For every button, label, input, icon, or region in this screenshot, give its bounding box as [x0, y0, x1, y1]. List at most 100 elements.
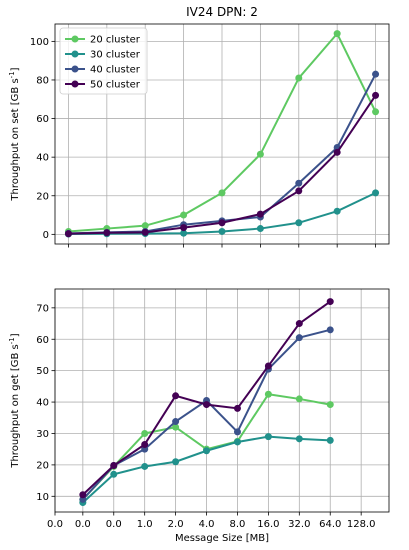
y-tick-label: 50	[36, 366, 49, 377]
legend-item: 50 cluster	[65, 80, 141, 91]
bottom-chart-get-throughput: 10 20 30 40 50 60 70 0.0 0.0 0.0 1.0 2.0 4.0 8.0 16.0 3…	[8, 288, 390, 544]
x-tick-label: 0.0	[106, 519, 122, 530]
data-point	[64, 230, 72, 238]
data-point	[264, 390, 272, 398]
data-point	[326, 298, 334, 306]
x-axis-label: Message Size [MB]	[175, 533, 269, 544]
y-tick-label: 60	[36, 335, 49, 346]
data-point	[180, 229, 188, 237]
legend-label: 30 cluster	[90, 50, 141, 61]
y-tick-label: 80	[36, 75, 49, 86]
legend-swatch-marker	[71, 35, 79, 43]
data-point	[203, 401, 211, 409]
legend-item: 20 cluster	[65, 35, 141, 46]
y-tick-label: 10	[36, 492, 49, 503]
y-tick-label: 20	[36, 191, 49, 202]
data-point	[180, 211, 188, 219]
x-tick-label: 0.0	[47, 519, 63, 530]
legend-label: 40 cluster	[90, 65, 141, 76]
legend-item: 30 cluster	[65, 50, 141, 61]
data-point	[295, 187, 303, 195]
x-tick-label: 128.0	[347, 519, 376, 530]
data-point	[333, 207, 341, 215]
data-point	[372, 189, 380, 197]
data-point	[218, 189, 226, 197]
data-point	[233, 438, 241, 446]
y-tick-label: 40	[36, 153, 49, 164]
data-point	[264, 433, 272, 441]
data-point	[110, 462, 118, 470]
data-point	[256, 210, 264, 218]
y-axis-label: Throughput on set [GB s-1]	[8, 67, 21, 201]
legend-label: 20 cluster	[90, 35, 141, 46]
data-point	[172, 418, 180, 426]
series-50-cluster	[64, 91, 380, 238]
data-point	[110, 470, 118, 478]
data-point	[372, 91, 380, 99]
data-point	[218, 227, 226, 235]
x-tick-label: 0.0	[75, 519, 91, 530]
legend: 20 cluster 30 cluster 40 cluster 50 cluster	[59, 27, 148, 95]
data-point	[233, 404, 241, 412]
data-point	[203, 447, 211, 455]
data-point	[326, 326, 334, 334]
data-point	[172, 423, 180, 431]
data-point	[295, 320, 303, 328]
data-point	[295, 219, 303, 227]
data-point	[295, 435, 303, 443]
x-tick-label: 32.0	[288, 519, 310, 530]
x-tick-label: 16.0	[257, 519, 279, 530]
x-tick-label: 8.0	[230, 519, 246, 530]
x-tick-label: 1.0	[137, 519, 153, 530]
legend-swatch-marker	[71, 50, 79, 58]
x-tick-label: 2.0	[168, 519, 184, 530]
data-point	[141, 429, 149, 437]
legend-swatch-marker	[71, 80, 79, 88]
data-point	[295, 395, 303, 403]
y-axis-label: Throughput on get [GB s-1]	[8, 333, 21, 468]
series-50-cluster	[79, 298, 334, 499]
data-point	[295, 179, 303, 187]
data-point	[103, 229, 111, 237]
y-tick-label: 40	[36, 398, 49, 409]
legend-item: 40 cluster	[65, 65, 141, 76]
data-point	[233, 428, 241, 436]
legend-label: 50 cluster	[90, 80, 141, 91]
gridlines	[54, 289, 389, 512]
data-point	[264, 362, 272, 370]
plot-frame	[54, 288, 390, 513]
data-point	[79, 491, 87, 499]
y-tick-label: 100	[30, 37, 49, 48]
data-point	[141, 440, 149, 448]
gridlines	[55, 24, 389, 244]
y-tick-label: 0	[43, 230, 49, 241]
data-point	[333, 148, 341, 156]
data-point	[326, 436, 334, 444]
data-point	[372, 108, 380, 116]
data-point	[218, 219, 226, 227]
x-tick-label: 4.0	[199, 519, 215, 530]
data-point	[295, 334, 303, 342]
top-chart-set-throughput: 0 20 40 60 80 100 IV24 DPN: 2 Throughput on set…	[8, 5, 390, 248]
data-point	[256, 150, 264, 158]
series-30-cluster	[79, 433, 334, 507]
data-point	[172, 458, 180, 466]
data-point	[172, 392, 180, 400]
data-point	[326, 401, 334, 409]
data-point	[256, 225, 264, 233]
data-point	[333, 30, 341, 38]
x-tick-label: 64.0	[319, 519, 341, 530]
data-point	[180, 224, 188, 232]
y-tick-label: 20	[36, 460, 49, 471]
data-point	[141, 462, 149, 470]
legend-swatch-marker	[71, 65, 79, 73]
chart-title: IV24 DPN: 2	[186, 5, 258, 19]
y-tick-label: 60	[36, 114, 49, 125]
data-point	[141, 228, 149, 236]
legend-box	[59, 27, 148, 95]
data-point	[141, 222, 149, 230]
data-point	[295, 74, 303, 82]
data-point	[372, 70, 380, 78]
y-tick-label: 30	[36, 429, 49, 440]
